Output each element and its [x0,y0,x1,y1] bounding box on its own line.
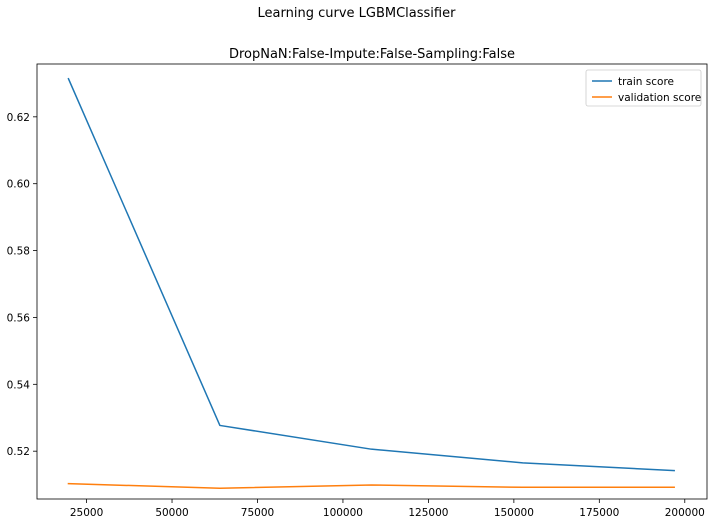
figure-suptitle: Learning curve LGBMClassifier [257,6,456,21]
x-tick-label: 75000 [241,507,274,519]
series-lines [67,77,675,490]
y-tick-label: 0.52 [7,446,30,458]
y-tick-label: 0.54 [7,379,31,391]
plot-frame [36,63,708,500]
x-tick-label: 150000 [494,507,534,519]
y-tick-label: 0.56 [7,312,31,324]
legend-box [585,69,702,107]
x-tick-label: 25000 [70,507,103,519]
x-tick-label: 50000 [155,507,188,519]
x-tick-label: 200000 [665,507,705,519]
plot-area [36,63,708,500]
series-line-validation-score [67,482,675,490]
legend-label: train score [618,76,674,88]
y-tick-label: 0.60 [7,179,30,191]
series-line-train-score [67,77,675,472]
y-axis-ticks: 0.52 0.54 0.56 0.58 0.60 0.62 [7,112,37,458]
y-tick-label: 0.62 [7,112,30,124]
legend: train score validation score [585,69,702,107]
x-tick-label: 175000 [579,507,619,519]
y-tick-label: 0.58 [7,246,30,258]
x-tick-label: 100000 [323,507,363,519]
x-tick-label: 125000 [408,507,448,519]
x-axis-ticks: 25000 50000 75000 100000 125000 150000 175000 2… [70,499,705,519]
chart-title: DropNaN:False-Impute:False-Sampling:Fals… [228,47,516,62]
legend-label: validation score [618,92,701,104]
